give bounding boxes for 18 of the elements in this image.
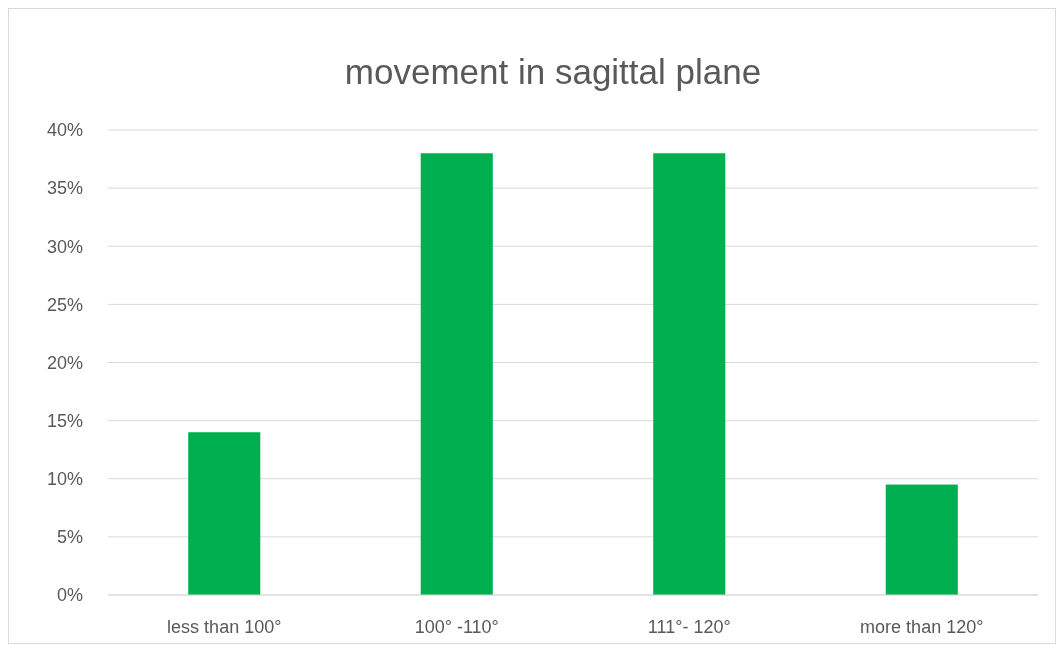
y-tick-label: 15% (46, 410, 83, 431)
y-tick-label: 25% (46, 294, 83, 315)
x-tick-label: 100° -110° (414, 617, 499, 637)
bar (653, 153, 726, 595)
y-tick-label: 20% (46, 352, 83, 373)
y-tick-label: 10% (46, 469, 83, 490)
y-tick-label: 35% (46, 178, 83, 199)
x-tick-label: less than 100° (167, 617, 282, 637)
bar (420, 153, 493, 595)
bar (885, 484, 958, 595)
y-tick-label: 5% (56, 527, 83, 548)
x-tick-label: 111°- 120° (647, 617, 731, 637)
y-tick-label: 40% (46, 120, 83, 141)
x-tick-label: more than 120° (860, 617, 984, 637)
bar (188, 432, 261, 595)
y-tick-label: 30% (46, 236, 83, 257)
chart-title: movement in sagittal plane (344, 52, 762, 91)
y-tick-label: 0% (56, 585, 83, 606)
